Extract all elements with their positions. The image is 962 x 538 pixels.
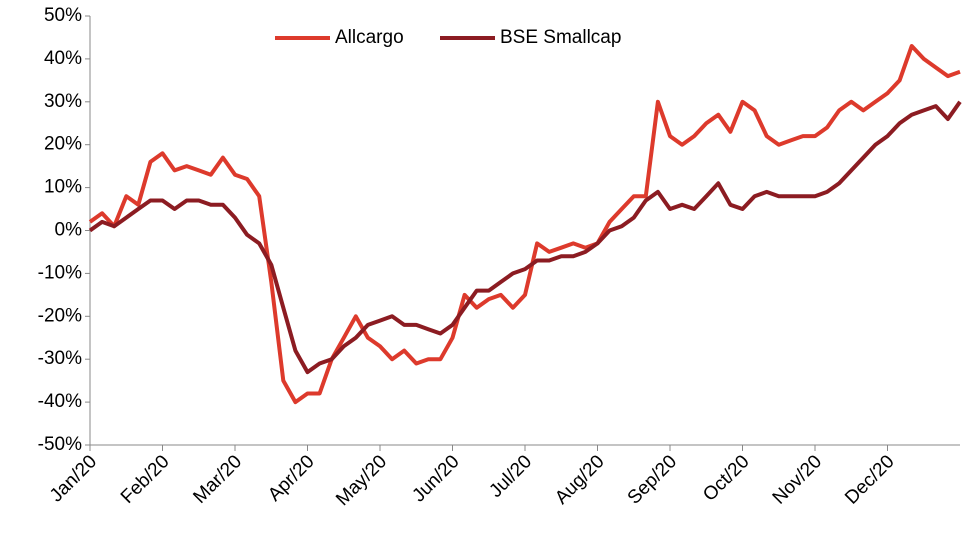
- legend-label: Allcargo: [335, 27, 404, 48]
- x-tick-label: Apr/20: [264, 451, 318, 505]
- x-tick-label: Jul/20: [485, 451, 536, 502]
- x-tick-label: May/20: [332, 451, 391, 510]
- x-tick-label: Feb/20: [117, 451, 174, 508]
- legend-label: BSE Smallcap: [500, 27, 621, 48]
- y-tick-label: 50%: [44, 5, 82, 26]
- y-tick-label: -40%: [38, 391, 82, 412]
- x-tick-label: Jan/20: [46, 451, 101, 506]
- y-tick-label: -50%: [38, 434, 82, 455]
- y-tick-label: 40%: [44, 48, 82, 69]
- y-tick-label: -10%: [38, 262, 82, 283]
- x-tick-label: Aug/20: [551, 451, 608, 508]
- y-tick-label: -20%: [38, 305, 82, 326]
- y-tick-label: 10%: [44, 177, 82, 198]
- series-line: [88, 100, 962, 375]
- y-tick-label: -30%: [38, 348, 82, 369]
- x-tick-label: Mar/20: [189, 451, 246, 508]
- x-tick-label: Dec/20: [841, 451, 898, 508]
- x-tick-label: Nov/20: [769, 451, 826, 508]
- x-tick-label: Sep/20: [624, 451, 681, 508]
- x-tick-label: Oct/20: [699, 451, 753, 505]
- x-tick-label: Jun/20: [408, 451, 463, 506]
- series-line: [88, 44, 961, 405]
- y-tick-label: 0%: [55, 220, 83, 241]
- y-tick-label: 20%: [44, 134, 82, 155]
- y-tick-label: 30%: [44, 91, 82, 112]
